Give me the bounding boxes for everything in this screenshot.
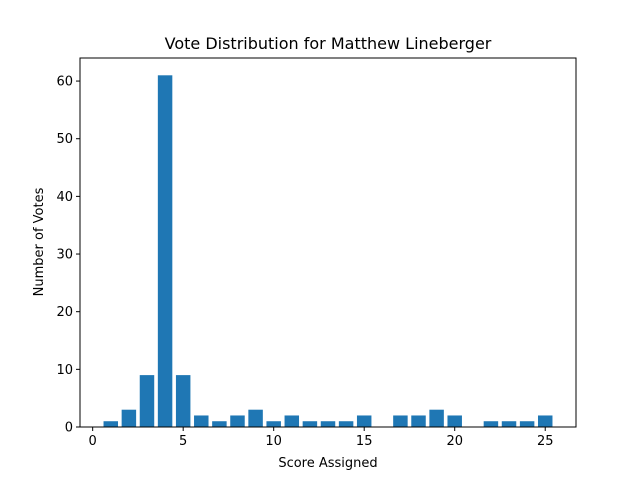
y-axis-ticks: 0 10 20 30 40 50 60 xyxy=(56,75,80,436)
bar-score-10 xyxy=(266,421,281,427)
bar-score-24 xyxy=(519,421,535,427)
bar-score-23 xyxy=(501,421,517,427)
x-tick-label: 25 xyxy=(537,434,554,449)
y-axis-label: Number of Votes xyxy=(32,187,47,296)
bar-score-22 xyxy=(483,421,499,427)
bar-score-6 xyxy=(194,415,209,427)
bar-score-11 xyxy=(284,415,300,427)
bar-score-1 xyxy=(103,421,119,427)
x-tick-label: 0 xyxy=(89,434,97,449)
y-tick-label: 0 xyxy=(65,421,73,436)
bars-group xyxy=(103,75,553,428)
x-axis-label: Score Assigned xyxy=(278,456,377,471)
bar-score-9 xyxy=(248,409,263,427)
x-tick-label: 10 xyxy=(265,434,282,449)
bar-score-18 xyxy=(411,415,426,427)
bar-score-5 xyxy=(175,375,191,427)
y-tick-label: 20 xyxy=(56,305,73,320)
x-tick-label: 15 xyxy=(356,434,373,449)
bar-score-17 xyxy=(393,415,408,427)
y-tick-label: 60 xyxy=(56,75,73,90)
y-tick-label: 50 xyxy=(56,132,73,147)
bar-score-3 xyxy=(139,375,155,427)
bar-score-4 xyxy=(157,75,173,428)
bar-score-14 xyxy=(338,421,354,427)
chart-title: Vote Distribution for Matthew Lineberger xyxy=(165,34,492,53)
x-axis-ticks: 0 5 10 15 20 25 xyxy=(89,427,554,449)
bar-score-19 xyxy=(429,409,444,427)
y-tick-label: 30 xyxy=(56,248,73,263)
bar-score-15 xyxy=(356,415,372,427)
bar-score-20 xyxy=(447,415,462,427)
bar-score-25 xyxy=(537,415,553,427)
y-tick-label: 40 xyxy=(56,190,73,205)
bar-score-13 xyxy=(320,421,336,427)
bar-score-8 xyxy=(230,415,245,427)
bar-score-12 xyxy=(302,421,318,427)
x-tick-label: 5 xyxy=(179,434,187,449)
y-tick-label: 10 xyxy=(56,363,73,378)
plot-frame xyxy=(79,57,577,428)
bar-score-2 xyxy=(121,409,137,427)
bar-score-7 xyxy=(212,421,227,427)
x-tick-label: 20 xyxy=(446,434,463,449)
